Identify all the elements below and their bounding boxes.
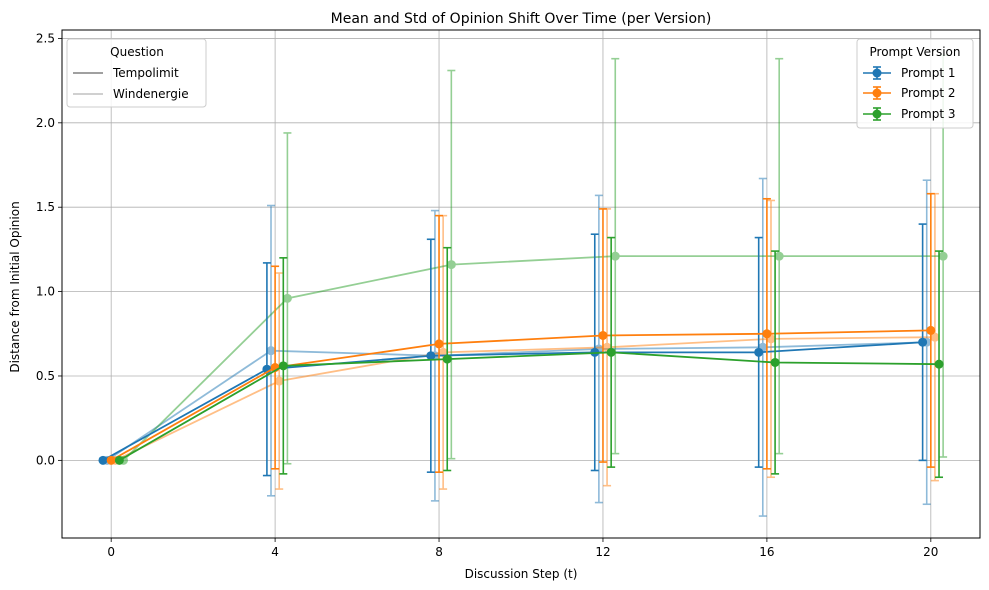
- y-tick-label: 2.0: [36, 116, 55, 130]
- data-point: [106, 455, 116, 465]
- data-point: [282, 293, 292, 303]
- legend-question-title: Question: [110, 45, 164, 59]
- data-point: [754, 347, 764, 357]
- data-point: [278, 361, 288, 371]
- y-tick-label: 1.5: [36, 200, 55, 214]
- series-tempolimit-prompt-2: [106, 192, 936, 473]
- chart-title: Mean and Std of Opinion Shift Over Time …: [331, 11, 712, 27]
- ticks: 0 4 8 12 16 20 0.0 0.5 1.0 1.5 2.0 2.5: [36, 31, 939, 559]
- legend-prompt-1-marker: [863, 66, 891, 80]
- data-point: [114, 455, 124, 465]
- data-point: [426, 351, 436, 361]
- y-tick-label: 1.0: [36, 285, 55, 299]
- y-axis-label: Distance from Initial Opinion: [8, 201, 22, 372]
- series-layer: [98, 54, 948, 517]
- legend-question-box: [66, 38, 207, 108]
- data-point: [266, 346, 276, 356]
- data-point: [446, 260, 456, 270]
- data-point: [934, 359, 944, 369]
- data-point: [610, 251, 620, 261]
- legend-prompt-1-label: Prompt 1: [901, 66, 956, 80]
- legend-prompt-2-label: Prompt 2: [901, 86, 956, 100]
- y-tick-label: 0.0: [36, 453, 55, 467]
- data-point: [606, 347, 616, 357]
- legend-prompt-3-label: Prompt 3: [901, 107, 956, 121]
- legend-prompt-3-marker: [863, 107, 891, 121]
- legend-question: Question Tempolimit Windenergie: [66, 38, 207, 108]
- y-tick-label: 0.5: [36, 369, 55, 383]
- data-point: [918, 337, 928, 347]
- legend-windenergie-label: Windenergie: [113, 87, 189, 101]
- x-axis-label: Discussion Step (t): [465, 567, 578, 581]
- data-point: [598, 330, 608, 340]
- legend-prompt-title: Prompt Version: [870, 45, 961, 59]
- series-tempolimit-prompt-3: [114, 236, 944, 479]
- data-point: [274, 376, 284, 386]
- data-point: [434, 339, 444, 349]
- series-line: [122, 255, 944, 462]
- data-point: [770, 357, 780, 367]
- x-tick-label: 0: [107, 545, 115, 559]
- data-point: [926, 325, 936, 335]
- data-point: [930, 332, 940, 342]
- x-tick-label: 12: [595, 545, 610, 559]
- y-tick-label: 2.5: [36, 31, 55, 45]
- series-windenergie-prompt-1: [102, 177, 932, 517]
- x-tick-label: 4: [271, 545, 279, 559]
- data-point: [938, 251, 948, 261]
- series-line: [106, 341, 927, 462]
- legend-prompt-box: [856, 38, 974, 129]
- data-point: [442, 354, 452, 364]
- x-tick-label: 8: [435, 545, 443, 559]
- x-tick-label: 20: [923, 545, 938, 559]
- plot-frame: [61, 29, 981, 539]
- series-line: [110, 329, 931, 462]
- x-tick-label: 16: [759, 545, 774, 559]
- series-line: [118, 351, 940, 462]
- series-windenergie-prompt-2: [110, 192, 940, 490]
- data-point: [98, 455, 108, 465]
- legend-tempolimit-label: Tempolimit: [112, 66, 179, 80]
- data-point: [762, 329, 772, 339]
- legend-prompt: Prompt Version Prompt 1 Prompt 2 Prompt …: [856, 38, 974, 129]
- legend-prompt-2-marker: [863, 86, 891, 100]
- series-line: [102, 341, 923, 462]
- data-point: [774, 251, 784, 261]
- series-line: [114, 336, 935, 462]
- series-windenergie-prompt-3: [118, 54, 948, 465]
